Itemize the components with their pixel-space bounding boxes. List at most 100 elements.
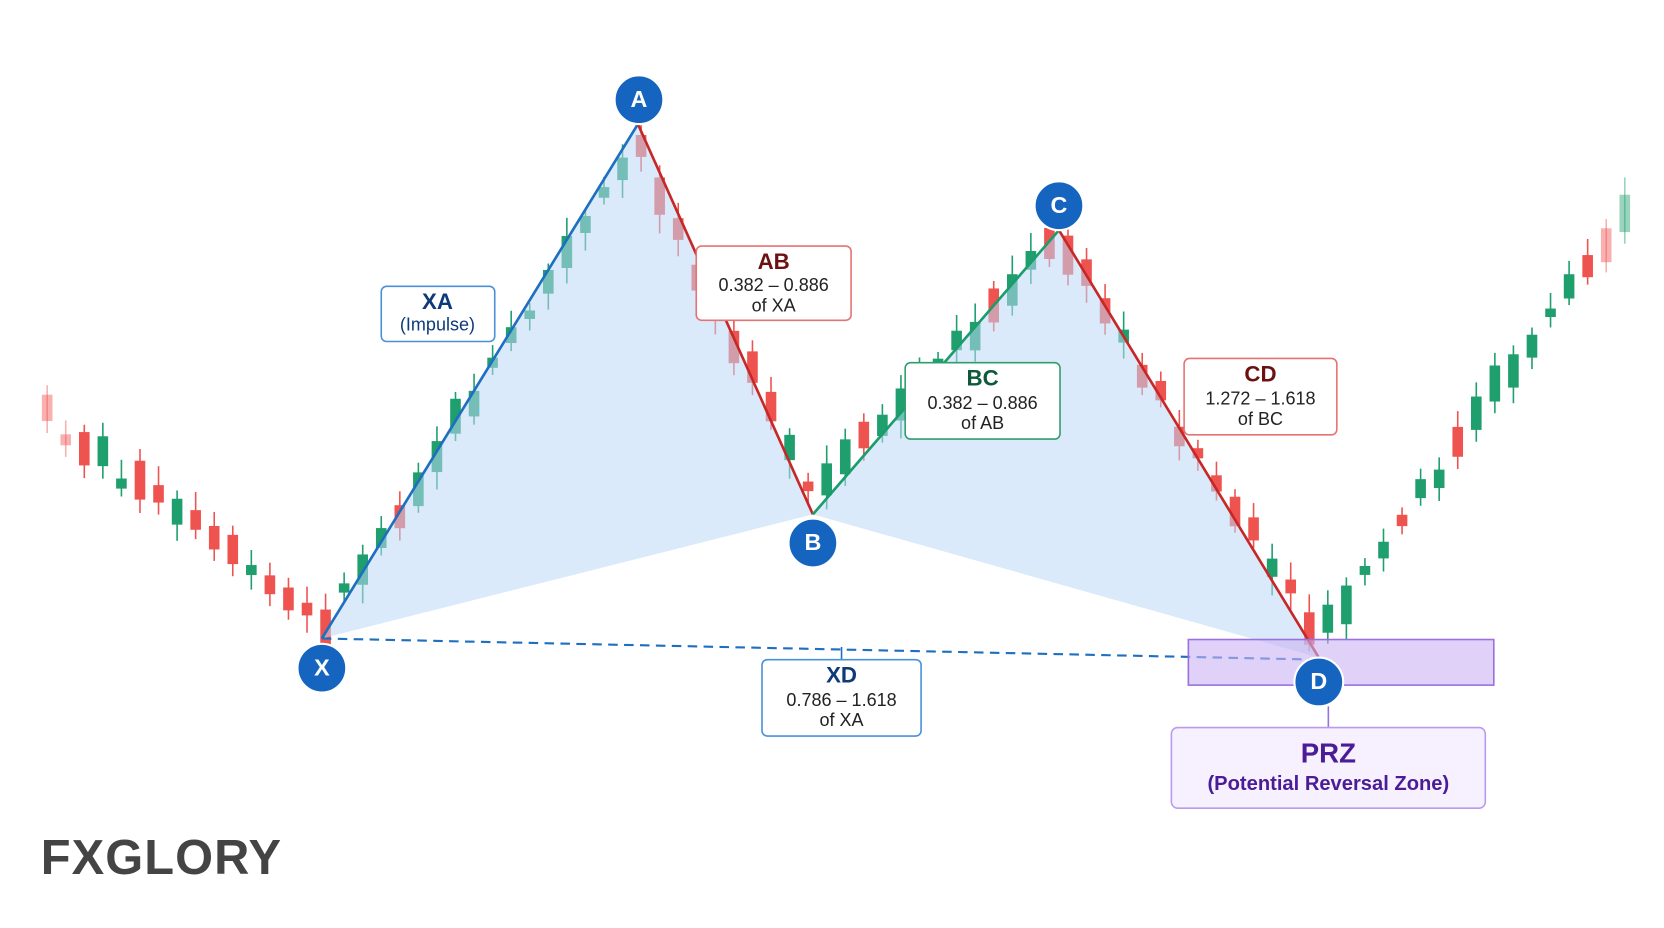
candle-body: [1600, 228, 1612, 263]
candle-body: [283, 587, 294, 611]
candle-body: [765, 391, 777, 422]
leg-title: AB: [758, 249, 790, 274]
candle-body: [1155, 380, 1167, 401]
candle-body: [821, 463, 832, 496]
point-label: A: [631, 86, 648, 112]
box: [761, 658, 922, 737]
candle-body: [951, 330, 962, 351]
candle-body: [1341, 585, 1352, 625]
candle-body: [877, 414, 888, 436]
xa-line: [320, 123, 640, 640]
leg-subtitle: (Impulse): [400, 314, 475, 334]
xa-box: XA (Impulse): [380, 285, 496, 343]
leg-ratio: 0.382 – 0.886: [719, 275, 829, 295]
candle-body: [1322, 604, 1334, 633]
leg-reference: of AB: [961, 413, 1004, 433]
cd-line: [1057, 229, 1320, 659]
point-marker: [296, 642, 348, 694]
candle-body: [1508, 354, 1519, 388]
point-label: X: [314, 654, 330, 680]
leg-title: CD: [1244, 361, 1276, 386]
prz-box: PRZ (Potential Reversal Zone): [1170, 726, 1487, 809]
candle-body: [153, 485, 164, 503]
candle-body: [264, 575, 276, 595]
candle-body: [1563, 274, 1575, 299]
point-a: A: [613, 74, 665, 126]
candle-body: [450, 398, 461, 434]
candle-body: [1285, 579, 1296, 594]
candle-body: [208, 525, 220, 550]
candle-body: [1081, 259, 1092, 286]
leg-reference: of XA: [752, 295, 796, 315]
candle-body: [895, 388, 907, 421]
candle-body: [375, 528, 387, 549]
bc-box: BC 0.382 – 0.886 of AB: [904, 361, 1061, 440]
candle-body: [1619, 194, 1631, 233]
point-label: D: [1310, 668, 1327, 694]
candle-body: [78, 432, 90, 466]
point-x: X: [296, 642, 348, 694]
point-label: B: [804, 529, 821, 555]
point-b: B: [787, 517, 839, 569]
leg-ratio: 0.786 – 1.618: [786, 690, 896, 710]
candles: [41, 117, 1631, 663]
candle-body: [1303, 612, 1315, 645]
box: [1170, 726, 1487, 809]
candle-body: [858, 421, 870, 449]
box: [695, 245, 852, 322]
logo: FXGLORY: [41, 831, 282, 885]
point-label: C: [1051, 192, 1068, 218]
candle-body: [1396, 514, 1408, 527]
leg-title: XD: [826, 663, 857, 688]
candle-body: [320, 609, 331, 648]
candle-body: [1582, 255, 1593, 278]
prz-subtitle: (Potential Reversal Zone): [1207, 773, 1449, 795]
leg-ratio: 0.382 – 0.886: [927, 393, 1037, 413]
candle-body: [839, 439, 851, 475]
candle-body: [1526, 334, 1538, 358]
candle-body: [41, 394, 53, 422]
xd-box: XD 0.786 – 1.618 of XA: [761, 658, 922, 737]
xd-line: [321, 637, 1319, 661]
candle-body: [1229, 496, 1241, 527]
leg-title: BC: [967, 366, 999, 391]
candle-body: [1248, 517, 1259, 541]
candle-body: [802, 481, 814, 492]
point-c: C: [1033, 180, 1085, 232]
leg-title: XA: [422, 289, 453, 314]
point-marker: [787, 517, 839, 569]
candle-body: [301, 602, 313, 616]
prz-title: PRZ: [1301, 737, 1356, 768]
candle-body: [227, 534, 239, 565]
candle-body: [784, 434, 795, 461]
candle-body: [60, 434, 72, 446]
candle-body: [1192, 448, 1204, 459]
candle-body: [246, 565, 257, 576]
candle-body: [116, 478, 127, 489]
point-marker: [1293, 656, 1345, 708]
candle-body: [134, 460, 146, 500]
candle-body: [1470, 396, 1482, 430]
candle-body: [1266, 558, 1278, 577]
box: [904, 361, 1061, 440]
candle-body: [1433, 469, 1445, 489]
candle-body: [1359, 566, 1371, 575]
point-marker: [1033, 180, 1085, 232]
candle-body: [1545, 308, 1556, 318]
point-marker: [613, 74, 665, 126]
candle-body: [97, 436, 109, 467]
candle-body: [1452, 426, 1464, 457]
candle-body: [1489, 365, 1501, 402]
candle-body: [1415, 479, 1426, 499]
ab-box: AB 0.382 – 0.886 of XA: [695, 245, 852, 322]
candle-body: [1025, 251, 1037, 270]
candle-body: [338, 583, 350, 593]
cd-box: CD 1.272 – 1.618 of BC: [1183, 357, 1338, 436]
candle-body: [171, 498, 183, 525]
candle-body: [747, 351, 758, 383]
leg-reference: of BC: [1238, 409, 1283, 429]
box: [380, 285, 496, 343]
point-d: D: [1293, 656, 1345, 708]
